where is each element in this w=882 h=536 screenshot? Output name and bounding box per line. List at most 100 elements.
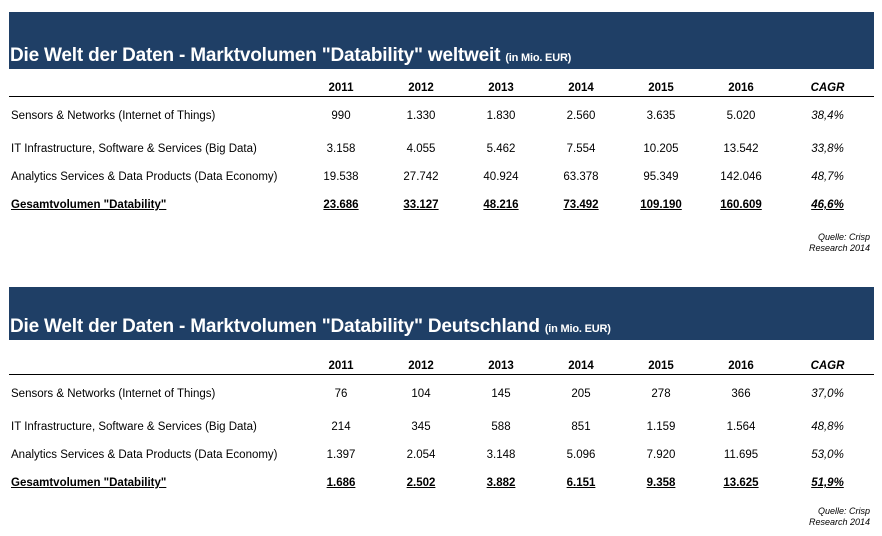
row-label: IT Infrastructure, Software & Services (…	[11, 143, 257, 155]
cell-value: 1.397	[326, 449, 356, 461]
source-note: Quelle: Crisp Research 2014	[809, 506, 870, 528]
row-label: IT Infrastructure, Software & Services (…	[11, 421, 257, 433]
table-row: Sensors & Networks (Internet of Things) …	[9, 97, 874, 136]
cell-value: 11.695	[723, 449, 759, 461]
cell-value: 4.055	[406, 143, 436, 155]
row-label: Sensors & Networks (Internet of Things)	[11, 388, 216, 400]
column-header: 2014	[541, 79, 621, 97]
table-header-bar: Die Welt der Daten - Marktvolumen "Datab…	[9, 287, 874, 340]
total-row: Gesamtvolumen "Datability" 23.686 33.127…	[9, 191, 874, 219]
column-header: 2014	[541, 357, 621, 375]
column-header: 2011	[301, 79, 381, 97]
total-value: 33.127	[403, 199, 439, 211]
cell-value: 7.554	[566, 143, 596, 155]
column-header: 2016	[701, 357, 781, 375]
column-header: 2012	[381, 79, 461, 97]
column-header-cagr: CAGR	[781, 79, 874, 97]
cell-cagr: 53,0%	[811, 449, 844, 461]
column-header-cagr: CAGR	[781, 357, 874, 375]
cell-value: 366	[731, 388, 751, 400]
data-table: 2011 2012 2013 2014 2015 2016 CAGR Senso…	[9, 79, 874, 219]
cell-value: 2.560	[566, 110, 596, 122]
cell-value: 3.635	[646, 110, 676, 122]
total-cagr: 46,6%	[811, 199, 844, 211]
total-value: 160.609	[720, 199, 762, 211]
column-header: 2013	[461, 357, 541, 375]
cell-value: 27.742	[403, 171, 439, 183]
cell-value: 13.542	[723, 143, 759, 155]
table-row: Analytics Services & Data Products (Data…	[9, 163, 874, 191]
header-row: 2011 2012 2013 2014 2015 2016 CAGR	[9, 79, 874, 97]
table-row: IT Infrastructure, Software & Services (…	[9, 135, 874, 163]
table-block-deutschland: Die Welt der Daten - Marktvolumen "Datab…	[9, 287, 874, 497]
cell-value: 205	[571, 388, 591, 400]
cell-cagr: 33,8%	[811, 143, 844, 155]
header-row: 2011 2012 2013 2014 2015 2016 CAGR	[9, 357, 874, 375]
cell-value: 76	[334, 388, 348, 400]
cell-value: 7.920	[646, 449, 676, 461]
column-header: 2015	[621, 357, 701, 375]
table-row: Analytics Services & Data Products (Data…	[9, 441, 874, 469]
row-label: Analytics Services & Data Products (Data…	[11, 449, 278, 461]
cell-cagr: 48,8%	[811, 421, 844, 433]
data-table: 2011 2012 2013 2014 2015 2016 CAGR Senso…	[9, 357, 874, 497]
header-cell-empty	[9, 357, 301, 375]
cell-value: 19.538	[323, 171, 359, 183]
source-note: Quelle: Crisp Research 2014	[809, 232, 870, 254]
cell-value: 3.148	[486, 449, 516, 461]
total-value: 6.151	[566, 477, 596, 489]
cell-value: 990	[331, 110, 351, 122]
cell-value: 10.205	[643, 143, 679, 155]
column-header: 2013	[461, 79, 541, 97]
cell-value: 5.462	[486, 143, 516, 155]
cell-value: 1.830	[486, 110, 516, 122]
total-value: 3.882	[486, 477, 516, 489]
cell-value: 3.158	[326, 143, 356, 155]
table-title: Die Welt der Daten - Marktvolumen "Datab…	[10, 316, 611, 338]
source-line: Quelle: Crisp	[817, 232, 870, 242]
total-value: 48.216	[483, 199, 519, 211]
table-header-bar: Die Welt der Daten - Marktvolumen "Datab…	[9, 12, 874, 69]
total-value: 23.686	[323, 199, 359, 211]
table-row: IT Infrastructure, Software & Services (…	[9, 413, 874, 441]
source-line: Research 2014	[808, 243, 870, 253]
total-cagr: 51,9%	[811, 477, 844, 489]
cell-value: 278	[651, 388, 671, 400]
cell-value: 851	[571, 421, 591, 433]
cell-value: 214	[331, 421, 351, 433]
total-value: 73.492	[563, 199, 599, 211]
cell-cagr: 48,7%	[811, 171, 844, 183]
table-title-text: Die Welt der Daten - Marktvolumen "Datab…	[10, 316, 540, 337]
table-row: Sensors & Networks (Internet of Things) …	[9, 375, 874, 414]
header-cell-empty	[9, 79, 301, 97]
column-header: 2016	[701, 79, 781, 97]
cell-value: 145	[491, 388, 511, 400]
cell-value: 104	[411, 388, 431, 400]
total-value: 109.190	[640, 199, 682, 211]
cell-value: 345	[411, 421, 431, 433]
cell-value: 5.096	[566, 449, 596, 461]
total-label: Gesamtvolumen "Datability"	[11, 477, 167, 489]
row-label: Sensors & Networks (Internet of Things)	[11, 110, 216, 122]
table-block-weltweit: Die Welt der Daten - Marktvolumen "Datab…	[9, 12, 874, 219]
cell-value: 1.330	[406, 110, 436, 122]
cell-value: 588	[491, 421, 511, 433]
source-line: Research 2014	[808, 517, 870, 527]
cell-value: 63.378	[563, 171, 599, 183]
column-header: 2011	[301, 357, 381, 375]
total-row: Gesamtvolumen "Datability" 1.686 2.502 3…	[9, 469, 874, 497]
table-title-text: Die Welt der Daten - Marktvolumen "Datab…	[10, 45, 501, 66]
cell-cagr: 38,4%	[811, 110, 844, 122]
total-label: Gesamtvolumen "Datability"	[11, 199, 167, 211]
cell-value: 40.924	[483, 171, 519, 183]
cell-value: 1.564	[726, 421, 756, 433]
cell-cagr: 37,0%	[811, 388, 844, 400]
source-line: Quelle: Crisp	[817, 506, 870, 516]
total-value: 13.625	[723, 477, 759, 489]
table-unit: (in Mio. EUR)	[505, 52, 572, 64]
table-title: Die Welt der Daten - Marktvolumen "Datab…	[10, 45, 571, 67]
total-value: 2.502	[406, 477, 436, 489]
total-value: 9.358	[646, 477, 676, 489]
table-unit: (in Mio. EUR)	[544, 323, 611, 335]
total-value: 1.686	[326, 477, 356, 489]
